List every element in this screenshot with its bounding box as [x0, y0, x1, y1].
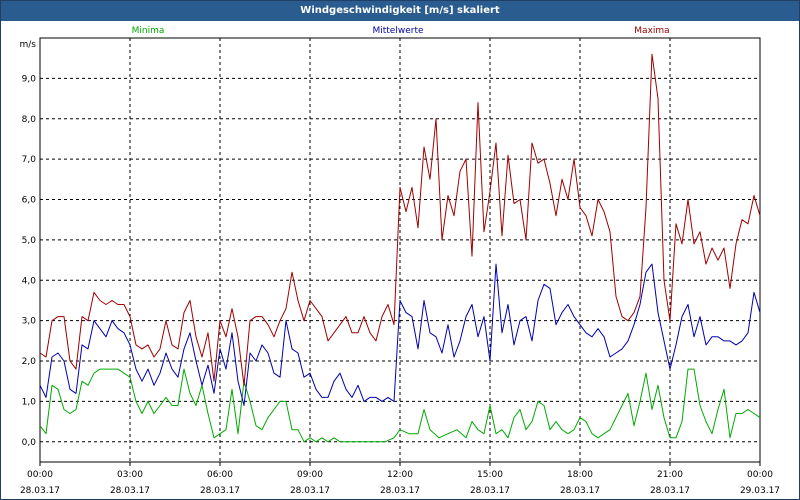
x-tick-date: 28.03.17	[380, 486, 420, 496]
x-tick-time: 12:00	[387, 470, 413, 480]
window-title: Windgeschwindigkeit [m/s] skaliert	[1, 1, 799, 21]
legend: Minima Mittelwerte Maxima	[132, 26, 670, 36]
x-tick-date: 28.03.17	[470, 486, 510, 496]
x-tick-time: 06:00	[207, 470, 233, 480]
axes: 0,0 1,0 2,0 3,0 4,0 5,0 6,0 7,0 8,0 9,0 m/s 00:00 28…	[20, 37, 780, 496]
x-tick-time: 09:00	[297, 470, 323, 480]
x-tick-date: 28.03.17	[560, 486, 600, 496]
y-tick-label: 5,0	[22, 236, 37, 246]
y-tick-label: 0,0	[22, 438, 37, 448]
x-tick-time: 00:00	[747, 470, 773, 480]
y-tick-label: 3,0	[22, 317, 37, 327]
x-tick-date: 28.03.17	[20, 486, 60, 496]
x-tick-time: 03:00	[117, 470, 143, 480]
grid	[40, 38, 760, 462]
x-tick-time: 21:00	[657, 470, 683, 480]
x-tick-date: 28.03.17	[650, 486, 690, 496]
series-line-mittelwerte	[39, 263, 761, 406]
legend-mittelwerte: Mittelwerte	[372, 26, 423, 36]
y-tick-label: 4,0	[22, 276, 37, 286]
x-tick-time: 00:00	[27, 470, 53, 480]
y-tick-label: 2,0	[22, 357, 37, 367]
y-tick-label: 6,0	[22, 196, 37, 206]
y-unit-label: m/s	[20, 40, 37, 50]
x-tick-date: 28.03.17	[290, 486, 330, 496]
x-tick-date: 29.03.17	[740, 486, 780, 496]
x-tick-date: 28.03.17	[110, 486, 150, 496]
x-tick-time: 15:00	[477, 470, 503, 480]
series-line-maxima	[39, 53, 761, 386]
x-tick-date: 28.03.17	[200, 486, 240, 496]
x-tick-time: 18:00	[567, 470, 593, 480]
y-tick-label: 1,0	[22, 397, 37, 407]
legend-minima: Minima	[132, 26, 165, 36]
series-lines	[39, 53, 761, 443]
series-line-minima	[39, 368, 761, 443]
legend-maxima: Maxima	[634, 26, 669, 36]
y-tick-label: 9,0	[22, 74, 37, 84]
y-tick-label: 8,0	[22, 115, 37, 125]
y-tick-label: 7,0	[22, 155, 37, 165]
